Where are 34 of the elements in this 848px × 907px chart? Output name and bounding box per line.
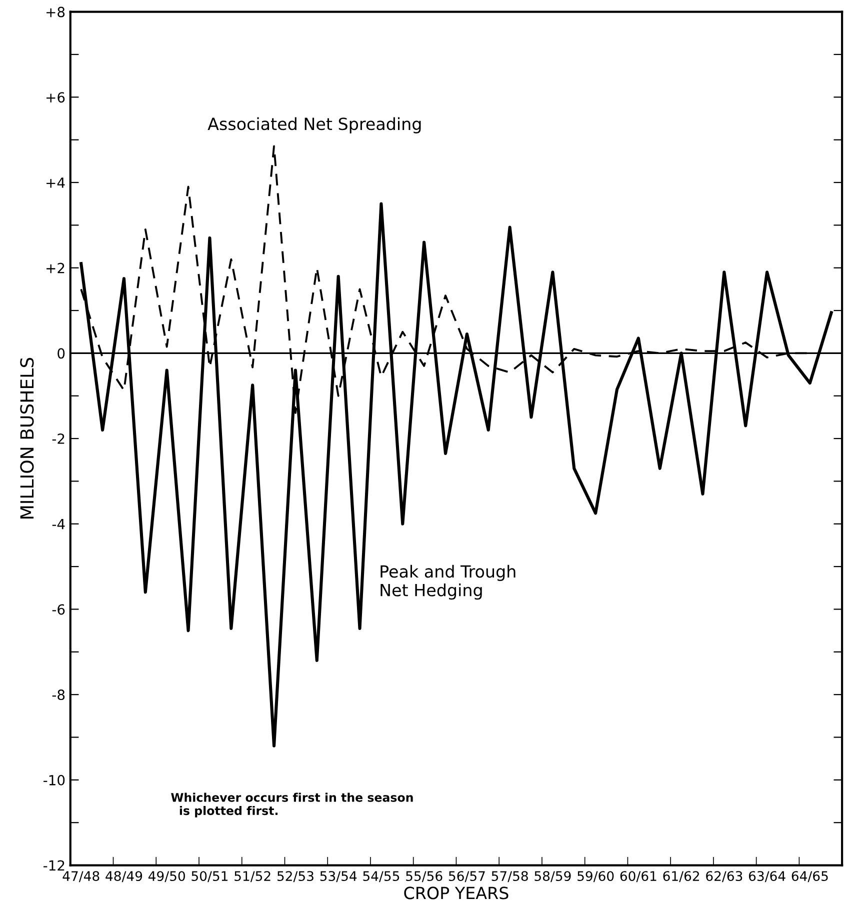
y-tick-label: -4	[52, 519, 65, 530]
x-tick-label: 64/65	[792, 871, 828, 882]
series-label: Peak and Trough Net Hedging	[380, 564, 516, 600]
x-tick-label: 60/61	[620, 871, 656, 882]
x-tick-label: 48/49	[106, 871, 142, 882]
x-tick-label: 52/53	[277, 871, 314, 882]
y-tick-label: +8	[46, 6, 65, 18]
x-tick-label: 63/64	[748, 871, 786, 882]
y-tick-label: +4	[46, 178, 65, 188]
x-tick-label: 55/56	[406, 871, 442, 882]
x-tick-label: 49/50	[148, 871, 185, 882]
x-tick-label: 54/55	[363, 871, 400, 882]
x-axis-title: CROP YEARS	[404, 886, 508, 900]
x-tick-label: 47/48	[62, 871, 100, 882]
y-tick-label: +2	[46, 262, 64, 274]
annotation: Whichever occurs first in the season is plotted first.	[171, 792, 413, 818]
y-tick-label: -2	[52, 434, 64, 444]
text: Associated Net Spreading	[208, 117, 421, 134]
x-tick-label: 53/54	[320, 871, 357, 882]
x-tick-label: 61/62	[663, 871, 699, 882]
y-tick-label: -12	[44, 860, 64, 871]
x-tick-label: 50/51	[192, 871, 228, 882]
y-tick-label: -8	[52, 690, 65, 700]
x-tick-label: 51/52	[234, 871, 270, 882]
x-tick-label: 59/60	[578, 871, 614, 882]
y-axis-title: MILLION BUSHELS	[20, 358, 34, 518]
y-tick-label: +6	[46, 92, 65, 103]
y-tick-label: -10	[44, 774, 65, 786]
x-tick-label: 62/63	[706, 871, 742, 882]
y-tick-label: 0	[58, 348, 65, 359]
y-tick-label: -6	[52, 604, 65, 615]
x-tick-label: 56/57	[448, 871, 485, 882]
x-tick-label: 58/59	[534, 871, 571, 882]
x-tick-label: 57/58	[492, 871, 528, 882]
